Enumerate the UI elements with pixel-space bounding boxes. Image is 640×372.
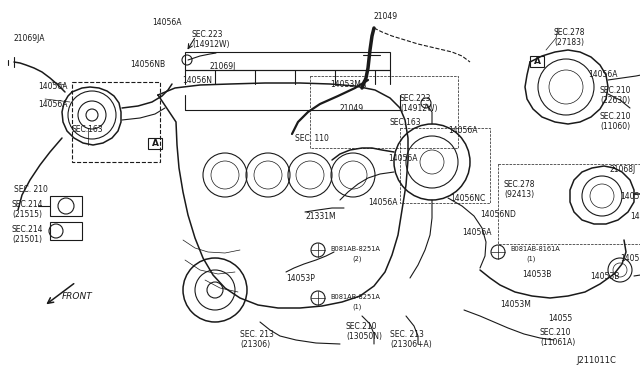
Text: (11061A): (11061A): [540, 338, 575, 347]
Text: SEC.223: SEC.223: [192, 30, 223, 39]
Bar: [50, 196, 82, 216]
Text: 14053P: 14053P: [286, 274, 315, 283]
Text: SEC. 213: SEC. 213: [390, 330, 424, 339]
Text: B081AB-8251A: B081AB-8251A: [330, 246, 380, 252]
Bar: [50, 222, 82, 240]
Text: 21068J: 21068J: [610, 165, 636, 174]
Text: (21306+A): (21306+A): [390, 340, 432, 349]
Text: 14056N: 14056N: [182, 76, 212, 85]
Text: (1): (1): [526, 256, 536, 263]
Text: A: A: [534, 58, 541, 67]
Text: 21049: 21049: [374, 12, 398, 21]
Text: 14056A: 14056A: [462, 228, 492, 237]
Text: 14053B: 14053B: [522, 270, 552, 279]
Bar: [530, 56, 544, 67]
Text: SEC.210: SEC.210: [346, 322, 378, 331]
Text: SEC.278: SEC.278: [554, 28, 586, 37]
Bar: [400, 128, 490, 203]
Text: FRONT: FRONT: [62, 292, 93, 301]
Text: (27183): (27183): [554, 38, 584, 47]
Bar: [310, 76, 458, 148]
Text: 14053B: 14053B: [590, 272, 620, 281]
Text: (21501): (21501): [12, 235, 42, 244]
Text: (1): (1): [352, 304, 362, 311]
Text: SEC.278: SEC.278: [504, 180, 536, 189]
Text: (21306): (21306): [240, 340, 270, 349]
Bar: [72, 82, 160, 162]
Text: (22630): (22630): [600, 96, 630, 105]
Text: SEC.210: SEC.210: [540, 328, 572, 337]
Text: 14056A: 14056A: [38, 100, 67, 109]
Text: 14056A: 14056A: [588, 70, 618, 79]
Text: B081AB-8161A: B081AB-8161A: [510, 246, 560, 252]
Text: 14056NC: 14056NC: [450, 194, 485, 203]
Text: 14056A: 14056A: [38, 82, 67, 91]
Text: 14055: 14055: [548, 314, 572, 323]
Text: 14056ND: 14056ND: [480, 210, 516, 219]
Text: (11060): (11060): [600, 122, 630, 131]
Text: SEC.163: SEC.163: [390, 118, 422, 127]
Text: 21331M: 21331M: [305, 212, 335, 221]
Text: (92413): (92413): [504, 190, 534, 199]
Text: SEC. 210: SEC. 210: [14, 185, 48, 194]
Text: J211011C: J211011C: [576, 356, 616, 365]
Bar: [498, 164, 640, 244]
Text: SEC. 110: SEC. 110: [295, 134, 329, 143]
Text: 14053M: 14053M: [500, 300, 531, 309]
Text: 21069JA: 21069JA: [14, 34, 45, 43]
Text: (21515): (21515): [12, 210, 42, 219]
Text: 14056NB: 14056NB: [130, 60, 165, 69]
Text: 14053: 14053: [630, 212, 640, 221]
Text: SEC.163: SEC.163: [72, 125, 104, 134]
Text: 14053J: 14053J: [620, 192, 640, 201]
Text: 14056A: 14056A: [388, 154, 417, 163]
Text: 21069J: 21069J: [210, 62, 236, 71]
Text: B081AB-8251A: B081AB-8251A: [330, 294, 380, 300]
Text: 14056A: 14056A: [448, 126, 477, 135]
Text: 14056A: 14056A: [368, 198, 397, 207]
Bar: [185, 52, 390, 70]
Text: (2): (2): [352, 256, 362, 263]
Text: SEC.210: SEC.210: [600, 112, 632, 121]
Text: (14912W): (14912W): [400, 104, 438, 113]
Text: (13050N): (13050N): [346, 332, 382, 341]
Text: (14912W): (14912W): [192, 40, 230, 49]
Text: 14055B: 14055B: [620, 254, 640, 263]
Text: SEC.210: SEC.210: [600, 86, 632, 95]
Text: SEC.214: SEC.214: [12, 225, 44, 234]
Text: SEC.223: SEC.223: [400, 94, 431, 103]
Text: SEC. 213: SEC. 213: [240, 330, 274, 339]
Text: 14056A: 14056A: [152, 18, 182, 27]
Bar: [148, 138, 162, 149]
Text: A: A: [152, 140, 159, 148]
Text: 14053MA: 14053MA: [330, 80, 366, 89]
Text: 21049: 21049: [340, 104, 364, 113]
Text: SEC.214: SEC.214: [12, 200, 44, 209]
